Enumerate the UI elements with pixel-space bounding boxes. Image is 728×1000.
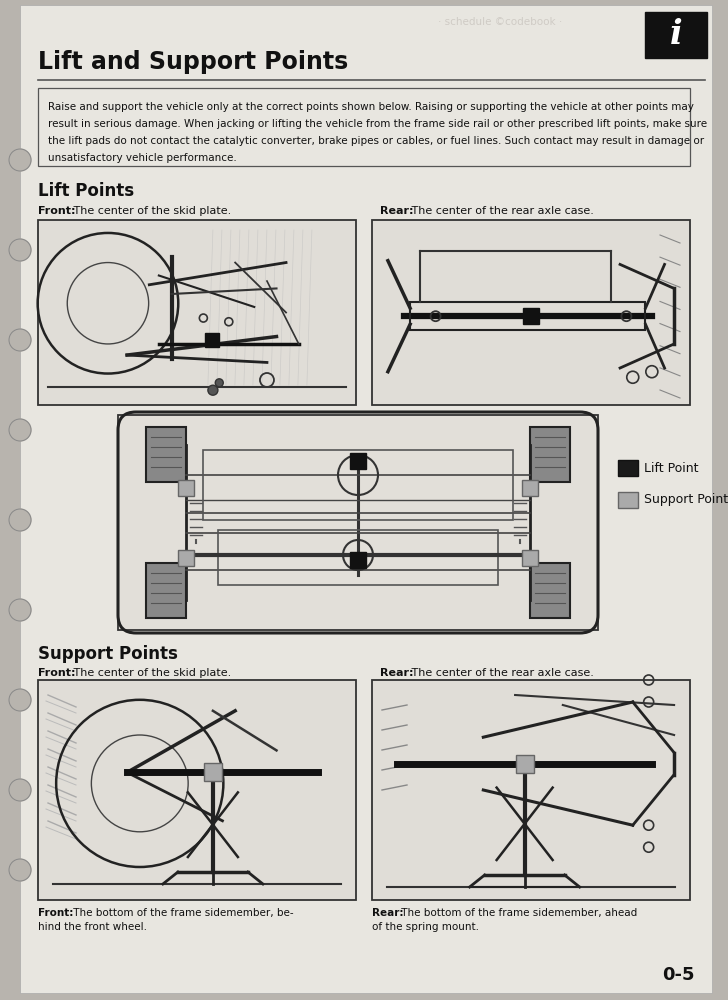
Text: Front:: Front: xyxy=(38,668,76,678)
Text: Raise and support the vehicle only at the correct points shown below. Raising or: Raise and support the vehicle only at th… xyxy=(48,102,694,112)
Bar xyxy=(178,550,194,566)
Text: i: i xyxy=(670,18,682,51)
Bar xyxy=(38,680,356,900)
Bar xyxy=(38,220,356,405)
Bar xyxy=(645,12,707,58)
Text: Lift Points: Lift Points xyxy=(38,182,134,200)
Bar xyxy=(522,480,538,496)
Bar xyxy=(38,88,690,166)
Text: result in serious damage. When jacking or lifting the vehicle from the frame sid: result in serious damage. When jacking o… xyxy=(48,119,707,129)
Bar xyxy=(350,552,366,568)
Text: Lift Point: Lift Point xyxy=(644,462,698,475)
Bar xyxy=(530,563,570,618)
Text: The bottom of the frame sidemember, ahead: The bottom of the frame sidemember, ahea… xyxy=(398,908,637,918)
Bar xyxy=(530,427,570,482)
Bar xyxy=(522,550,538,566)
Text: The center of the rear axle case.: The center of the rear axle case. xyxy=(408,206,594,216)
Circle shape xyxy=(215,379,223,387)
Bar xyxy=(218,530,498,585)
Bar xyxy=(203,450,513,520)
Bar xyxy=(146,563,186,618)
Circle shape xyxy=(9,779,31,801)
Text: the lift pads do not contact the catalytic converter, brake pipes or cables, or : the lift pads do not contact the catalyt… xyxy=(48,136,704,146)
Bar xyxy=(178,480,194,496)
Circle shape xyxy=(9,859,31,881)
Text: Front:: Front: xyxy=(38,206,76,216)
Bar xyxy=(372,220,690,405)
Text: of the spring mount.: of the spring mount. xyxy=(372,922,479,932)
Text: · schedule ©codebook ·: · schedule ©codebook · xyxy=(438,17,562,27)
Circle shape xyxy=(9,599,31,621)
Text: The center of the skid plate.: The center of the skid plate. xyxy=(70,206,232,216)
Text: Rear:: Rear: xyxy=(380,206,414,216)
Bar xyxy=(118,415,598,630)
Text: Support Point: Support Point xyxy=(644,493,728,506)
Text: 0-5: 0-5 xyxy=(662,966,695,984)
Text: hind the front wheel.: hind the front wheel. xyxy=(38,922,147,932)
Text: unsatisfactory vehicle performance.: unsatisfactory vehicle performance. xyxy=(48,153,237,163)
Circle shape xyxy=(9,329,31,351)
Text: Support Points: Support Points xyxy=(38,645,178,663)
Text: Rear:: Rear: xyxy=(372,908,403,918)
Bar xyxy=(350,453,366,469)
Bar xyxy=(372,680,690,900)
Bar xyxy=(618,460,638,476)
Bar xyxy=(618,492,638,508)
Text: Front:: Front: xyxy=(38,908,74,918)
Text: The center of the rear axle case.: The center of the rear axle case. xyxy=(408,668,594,678)
Circle shape xyxy=(9,509,31,531)
Circle shape xyxy=(9,239,31,261)
Text: The center of the skid plate.: The center of the skid plate. xyxy=(70,668,232,678)
Text: The bottom of the frame sidemember, be-: The bottom of the frame sidemember, be- xyxy=(70,908,293,918)
Bar xyxy=(410,302,646,330)
Bar xyxy=(204,763,222,781)
Circle shape xyxy=(9,149,31,171)
Bar xyxy=(523,308,539,324)
Bar xyxy=(205,333,219,347)
Circle shape xyxy=(9,689,31,711)
Text: Lift and Support Points: Lift and Support Points xyxy=(38,50,348,74)
Bar xyxy=(515,755,534,773)
Circle shape xyxy=(9,419,31,441)
Bar xyxy=(146,427,186,482)
Text: Rear:: Rear: xyxy=(380,668,414,678)
Circle shape xyxy=(208,385,218,395)
